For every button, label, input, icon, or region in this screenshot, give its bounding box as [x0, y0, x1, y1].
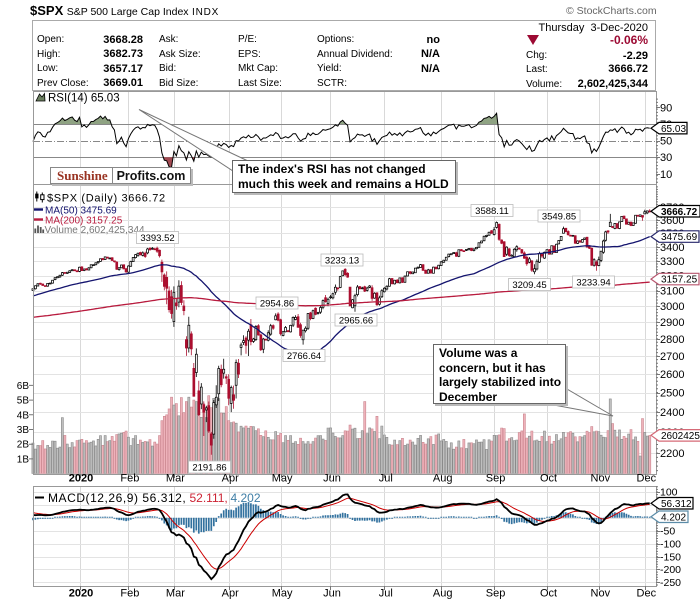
svg-text:Aug: Aug [433, 588, 453, 600]
svg-text:4.202: 4.202 [661, 512, 686, 523]
svg-text:2B: 2B [17, 440, 30, 451]
svg-text:Nov: Nov [591, 473, 611, 485]
svg-text:2900: 2900 [660, 317, 684, 329]
svg-text:2800: 2800 [660, 334, 684, 346]
svg-text:2400: 2400 [660, 407, 684, 419]
svg-text:30: 30 [660, 152, 672, 164]
svg-text:Apr: Apr [222, 473, 239, 485]
svg-text:3157.25: 3157.25 [661, 275, 698, 286]
svg-text:Mar: Mar [166, 588, 185, 600]
svg-text:2602425: 2602425 [661, 431, 700, 442]
svg-text:Jul: Jul [379, 473, 393, 485]
svg-text:Apr: Apr [222, 588, 239, 600]
svg-text:10: 10 [660, 169, 672, 181]
svg-text:-150: -150 [660, 551, 681, 563]
svg-text:100: 100 [660, 487, 678, 499]
svg-text:2500: 2500 [660, 387, 684, 399]
svg-text:Jun: Jun [323, 588, 341, 600]
svg-text:Oct: Oct [540, 588, 557, 600]
svg-text:3588.11: 3588.11 [475, 206, 509, 217]
svg-text:MA(50) 3475.69: MA(50) 3475.69 [45, 206, 117, 217]
svg-text:Jun: Jun [323, 473, 341, 485]
svg-text:Dec: Dec [637, 473, 657, 485]
svg-text:3000: 3000 [660, 301, 684, 313]
svg-text:Aug: Aug [433, 473, 453, 485]
svg-text:3549.85: 3549.85 [542, 211, 576, 222]
svg-text:3100: 3100 [660, 286, 684, 298]
svg-text:3600: 3600 [660, 215, 684, 227]
svg-text:3233.13: 3233.13 [325, 255, 359, 266]
svg-text:2965.66: 2965.66 [339, 315, 373, 326]
svg-text:Sep: Sep [486, 588, 506, 600]
svg-text:65.03: 65.03 [661, 124, 686, 135]
svg-text:-200: -200 [660, 564, 681, 576]
svg-text:-100: -100 [660, 538, 681, 550]
svg-text:Dec: Dec [637, 588, 657, 600]
svg-text:Volume 2,602,425,344: Volume 2,602,425,344 [45, 225, 146, 236]
svg-text:2191.86: 2191.86 [192, 462, 226, 473]
svg-text:Oct: Oct [540, 473, 557, 485]
svg-text:Nov: Nov [591, 588, 611, 600]
svg-text:4.202: 4.202 [231, 491, 261, 505]
svg-text:-250: -250 [660, 577, 681, 589]
svg-text:52.111,: 52.111, [190, 491, 228, 505]
svg-text:-50: -50 [660, 525, 675, 537]
svg-text:6B: 6B [17, 381, 30, 392]
svg-text:5B: 5B [17, 396, 30, 407]
svg-text:3209.45: 3209.45 [512, 280, 546, 291]
svg-text:$SPX (Daily) 3666.72: $SPX (Daily) 3666.72 [47, 193, 166, 205]
svg-text:90: 90 [660, 102, 672, 114]
svg-text:2020: 2020 [69, 588, 93, 600]
svg-text:3300: 3300 [660, 256, 684, 268]
svg-text:2766.64: 2766.64 [287, 351, 321, 362]
svg-text:May: May [272, 473, 293, 485]
svg-text:3666.72: 3666.72 [661, 207, 698, 218]
svg-text:4B: 4B [17, 410, 30, 421]
svg-text:3393.52: 3393.52 [140, 233, 174, 244]
svg-text:Mar: Mar [166, 473, 185, 485]
svg-text:Sep: Sep [486, 473, 506, 485]
svg-text:Feb: Feb [120, 473, 139, 485]
svg-text:MACD(12,26,9) 56.312,: MACD(12,26,9) 56.312, [48, 491, 186, 505]
svg-text:2200: 2200 [660, 448, 684, 460]
svg-text:May: May [272, 588, 293, 600]
svg-text:3B: 3B [17, 425, 30, 436]
svg-text:Feb: Feb [120, 588, 139, 600]
svg-text:3475.69: 3475.69 [661, 232, 698, 243]
svg-text:2020: 2020 [69, 473, 93, 485]
svg-text:1B: 1B [17, 454, 30, 465]
svg-text:RSI(14) 65.03: RSI(14) 65.03 [48, 93, 120, 105]
svg-text:Jul: Jul [379, 588, 393, 600]
svg-text:2954.86: 2954.86 [260, 298, 294, 309]
svg-text:2600: 2600 [660, 369, 684, 381]
svg-text:MA(200) 3157.25: MA(200) 3157.25 [45, 215, 123, 226]
svg-text:3233.94: 3233.94 [576, 277, 610, 288]
svg-text:3400: 3400 [660, 242, 684, 254]
svg-text:56.312: 56.312 [661, 499, 692, 510]
svg-text:50: 50 [660, 136, 672, 148]
svg-text:2700: 2700 [660, 351, 684, 363]
